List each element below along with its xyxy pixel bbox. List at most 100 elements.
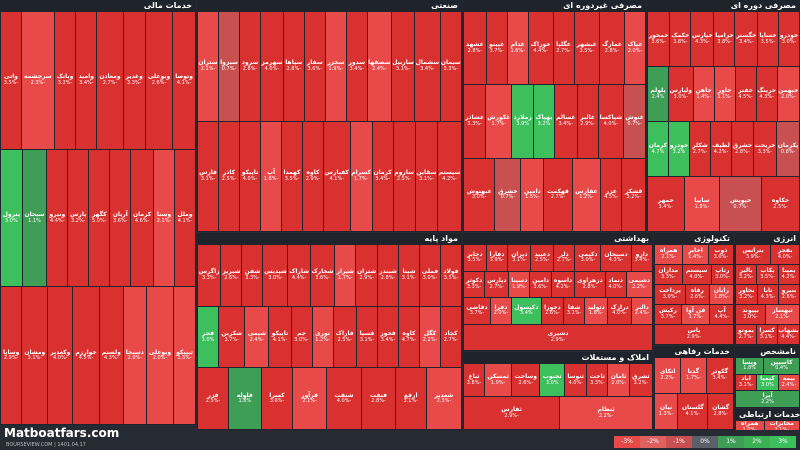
stock-tile[interactable]: دتماد -4.0% (605, 271, 626, 297)
stock-tile[interactable]: غبهنوش -3.0% (463, 158, 495, 231)
stock-tile[interactable]: قهکمت -2.7% (544, 158, 572, 231)
stock-tile[interactable]: بموتو -2.7% (736, 325, 756, 344)
stock-tile[interactable]: ساربیل -3.1% (391, 12, 415, 121)
stock-tile[interactable]: خگستر -3.4% (735, 12, 757, 66)
stock-tile[interactable]: خرینگ -4.3% (756, 67, 777, 121)
stock-tile[interactable]: ارفع -3.1% (395, 368, 426, 429)
stock-tile[interactable]: ذوب -3.0% (708, 245, 733, 264)
stock-tile[interactable]: فملی -3.0% (420, 245, 440, 306)
stock-tile[interactable]: غسالم -3.4% (554, 85, 577, 158)
stock-tile[interactable]: سبزوا -0.7% (219, 12, 239, 121)
stock-tile[interactable]: ثبهساز -2.1% (766, 305, 799, 324)
stock-tile[interactable]: نیان -1.3% (655, 394, 678, 429)
stock-tile[interactable]: دعبید -2.5% (531, 245, 553, 271)
stock-tile[interactable]: غمارگ -2.8% (599, 12, 624, 85)
stock-tile[interactable]: کاوه -4.7% (399, 306, 419, 368)
stock-tile[interactable]: رکیش -3.7% (655, 305, 681, 324)
stock-tile[interactable]: فولاد -3.5% (441, 245, 461, 306)
stock-tile[interactable]: کهمدا -3.5% (282, 122, 303, 231)
stock-tile[interactable]: سهرمز -4.0% (261, 12, 283, 121)
stock-tile[interactable]: غکورش -1.7% (486, 85, 512, 158)
stock-tile[interactable]: کاذر -2.5% (219, 122, 240, 231)
stock-tile[interactable]: ومعادن -2.7% (97, 12, 123, 149)
stock-tile[interactable]: درازک -4.0% (608, 298, 631, 324)
stock-tile[interactable]: خفنر -4.5% (735, 67, 756, 121)
stock-tile[interactable]: پلولم 2.4% (648, 67, 668, 121)
stock-tile[interactable]: بهپاک 3.2% (533, 85, 554, 158)
stock-tile[interactable]: شیمی -2.4% (245, 306, 269, 368)
stock-tile[interactable]: خمهر -3.4% (647, 177, 684, 231)
stock-tile[interactable]: غپاک -2.0% (625, 12, 645, 85)
stock-tile[interactable]: شفن -3.3% (242, 245, 263, 306)
stock-tile[interactable]: کرمان -4.6% (131, 149, 153, 287)
stock-tile[interactable]: تیپیکو -1.5% (174, 287, 195, 424)
stock-tile[interactable]: زاگرس -3.3% (198, 245, 221, 306)
stock-tile[interactable]: وامید -3.4% (76, 12, 97, 149)
stock-tile[interactable]: شغدیر -2.3% (426, 368, 461, 429)
stock-tile[interactable]: داسوه -4.2% (551, 271, 575, 297)
stock-tile[interactable]: بالبر -3.2% (736, 265, 757, 284)
stock-tile[interactable]: ثباغ -3.8% (464, 364, 485, 396)
stock-tile[interactable]: دارو -3.4% (631, 245, 652, 271)
stock-tile[interactable]: کچاد -2.7% (441, 306, 461, 368)
stock-tile[interactable]: شبندر -2.8% (378, 245, 398, 306)
stock-tile[interactable]: غپینو -3.7% (486, 12, 507, 85)
stock-tile[interactable]: سپاها -2.8% (283, 12, 304, 121)
stock-tile[interactable]: وتوصا -4.1% (173, 12, 195, 149)
stock-tile[interactable]: فرآور -2.1% (293, 368, 326, 429)
stock-tile[interactable]: بخاور -3.2% (736, 285, 757, 304)
stock-tile[interactable]: خکمک -3.8% (670, 12, 691, 66)
stock-tile[interactable]: سرود -2.8% (240, 12, 260, 121)
stock-tile[interactable]: دسبحان -4.3% (601, 245, 631, 271)
stock-tile[interactable]: غفارس -1.2% (572, 158, 601, 231)
stock-tile[interactable]: فلوله 1.8% (229, 368, 261, 429)
stock-tile[interactable]: فزر -2.5% (198, 368, 229, 429)
stock-tile[interactable]: دفرا -2.0% (490, 298, 511, 324)
stock-tile[interactable]: شنفت -4.0% (326, 368, 362, 429)
stock-tile[interactable]: شکربن -3.7% (219, 306, 245, 368)
stock-tile[interactable]: دفارا -3.9% (486, 245, 508, 271)
stock-tile[interactable]: سقاین -3.1% (415, 122, 438, 231)
stock-tile[interactable]: غالبر -2.9% (577, 85, 598, 158)
stock-tile[interactable]: شبریز -2.6% (221, 245, 242, 306)
stock-tile[interactable]: سصفها -2.4% (367, 12, 391, 121)
stock-tile[interactable]: دامین -3.6% (530, 271, 551, 297)
stock-tile[interactable]: وپسا 1.8% (735, 358, 764, 374)
stock-tile[interactable]: گکوثر -3.4% (706, 358, 733, 393)
stock-tile[interactable]: شپنا -3.1% (399, 245, 419, 306)
stock-tile[interactable]: خساپا -3.5% (758, 12, 778, 66)
stock-tile[interactable]: دامین -1.5% (521, 158, 544, 231)
stock-tile[interactable]: سخزر -1.9% (325, 12, 346, 121)
stock-tile[interactable]: نوری -1.2% (312, 306, 333, 368)
stock-tile[interactable]: وساخت -2.6% (512, 364, 540, 396)
stock-tile[interactable]: شخارک -3.6% (310, 245, 335, 306)
stock-tile[interactable]: کسرا -3.1% (757, 325, 777, 344)
stock-tile[interactable]: ثفارس -2.9% (463, 397, 560, 429)
stock-tile[interactable]: مداران -3.3% (654, 265, 682, 284)
stock-tile[interactable]: خشرق -0.7% (495, 158, 521, 231)
stock-tile[interactable]: سیستم -4.0% (682, 265, 711, 284)
stock-tile[interactable]: مخابرات -2.1% (764, 421, 799, 430)
stock-tile[interactable]: ولپارس -3.0% (669, 67, 693, 121)
stock-tile[interactable]: دیران -3.1% (508, 245, 531, 271)
stock-tile[interactable]: ثمسکن -1.9% (485, 364, 512, 396)
stock-tile[interactable]: ستران -2.1% (198, 12, 218, 121)
stock-tile[interactable]: دالبر -2.4% (632, 298, 652, 324)
stock-tile[interactable]: خپارس -4.3% (691, 12, 714, 66)
stock-tile[interactable]: لطیف -4.2% (711, 122, 731, 176)
stock-tile[interactable]: وساپا -2.9% (0, 287, 22, 424)
stock-tile[interactable]: سیستم -4.2% (438, 122, 461, 231)
stock-tile[interactable]: دزهراوی -2.8% (575, 271, 605, 297)
stock-tile[interactable]: سدور -3.4% (346, 12, 367, 121)
stock-tile[interactable]: پرداخت -3.0% (654, 285, 685, 304)
stock-tile[interactable]: شفا -3.1% (564, 298, 585, 324)
stock-tile[interactable]: دخوزا -2.6% (541, 298, 564, 324)
stock-tile[interactable]: بکاب -3.5% (757, 265, 778, 284)
stock-tile[interactable]: پترول 3.0% (0, 149, 22, 287)
stock-tile[interactable]: فجر 3.0% (198, 306, 219, 368)
stock-tile[interactable]: شاراک -4.4% (288, 245, 310, 306)
stock-tile[interactable]: گدنا -1.7% (681, 358, 706, 393)
stock-tile[interactable]: رفاه -2.6% (685, 285, 709, 304)
stock-tile[interactable]: غزر -4.5% (601, 158, 622, 231)
stock-tile[interactable]: ثامان -2.0% (608, 364, 629, 396)
